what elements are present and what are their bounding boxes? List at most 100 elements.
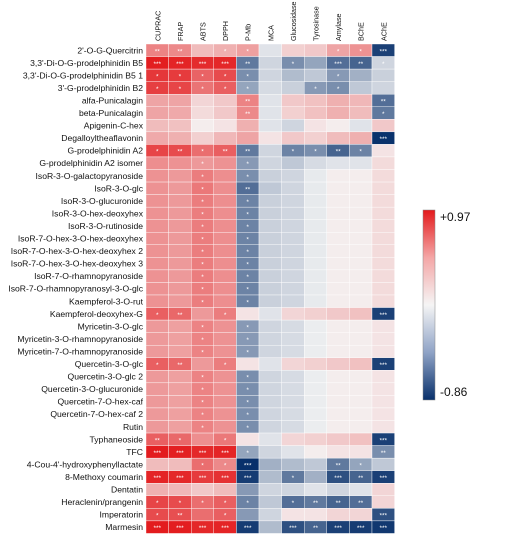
heatmap-cell	[349, 420, 373, 434]
heatmap-cell	[371, 395, 395, 409]
heatmap-cell	[326, 206, 350, 220]
row-label: IsoR-3-O-glc	[94, 183, 143, 193]
heatmap-cell	[349, 81, 373, 95]
significance-star: ***	[380, 475, 388, 482]
heatmap-cell	[326, 282, 350, 296]
row-label: Typhaneoside	[89, 434, 143, 444]
heatmap-cell	[304, 119, 328, 133]
significance-star: *	[246, 161, 249, 168]
heatmap-cell	[304, 93, 328, 107]
significance-star: ***	[380, 437, 388, 444]
heatmap-cell	[326, 407, 350, 421]
heatmap-cell	[371, 319, 395, 333]
significance-star: **	[177, 513, 183, 520]
heatmap-cell	[326, 508, 350, 522]
heatmap-cell	[349, 181, 373, 195]
heatmap-cell	[213, 282, 237, 296]
heatmap-cell	[349, 445, 373, 459]
significance-star: *	[246, 73, 249, 80]
row-label: Kaempferol-3-O-rut	[69, 296, 144, 306]
heatmap-cell	[349, 194, 373, 208]
significance-star: *	[246, 425, 249, 432]
significance-star: *	[201, 211, 204, 218]
heatmap-cell	[371, 282, 395, 296]
heatmap-cell	[371, 520, 395, 534]
significance-star: *	[246, 199, 249, 206]
heatmap-cell	[371, 194, 395, 208]
heatmap-cell	[326, 483, 350, 497]
heatmap-cell	[281, 181, 305, 195]
heatmap-cell	[304, 232, 328, 246]
heatmap-cell	[145, 119, 169, 133]
row-label: Rutin	[123, 422, 143, 432]
heatmap-cell	[145, 382, 169, 396]
significance-star: *	[201, 412, 204, 419]
heatmap-cell	[168, 382, 192, 396]
heatmap-cell	[371, 81, 395, 95]
heatmap-cell	[168, 395, 192, 409]
heatmap-cell	[371, 370, 395, 384]
heatmap-cell	[145, 395, 169, 409]
heatmap-cell	[281, 294, 305, 308]
heatmap-cell	[258, 445, 282, 459]
row-label: IsoR-7-O-rhamnopyranoside	[34, 271, 143, 281]
significance-star: **	[155, 437, 161, 444]
significance-star: *	[201, 224, 204, 231]
significance-star: *	[224, 312, 227, 319]
heatmap-cell	[326, 244, 350, 258]
heatmap-cell	[258, 319, 282, 333]
significance-star: **	[245, 111, 251, 118]
row-label: Imperatorin	[100, 510, 144, 520]
heatmap-cell	[304, 432, 328, 446]
heatmap-cell	[326, 257, 350, 271]
heatmap-cell	[258, 68, 282, 82]
heatmap-cell	[168, 332, 192, 346]
significance-star: *	[156, 362, 159, 369]
heatmap-cell	[281, 106, 305, 120]
significance-star: *	[179, 437, 182, 444]
heatmap-cell	[281, 445, 305, 459]
heatmap-cell	[281, 269, 305, 283]
significance-star: ***	[176, 450, 184, 457]
heatmap-cell	[304, 257, 328, 271]
heatmap-cell	[236, 432, 260, 446]
significance-star: *	[201, 375, 204, 382]
heatmap-cell	[258, 370, 282, 384]
heatmap-cell	[213, 119, 237, 133]
row-label: 2'-O-G-Quercitrin	[77, 45, 143, 55]
heatmap-cell	[304, 457, 328, 471]
heatmap-cell	[236, 357, 260, 371]
significance-star: *	[201, 400, 204, 407]
heatmap-cell	[258, 119, 282, 133]
row-label: Dentatin	[111, 485, 143, 495]
heatmap-cell	[213, 395, 237, 409]
significance-star: *	[201, 174, 204, 181]
significance-star: *	[201, 324, 204, 331]
heatmap-cell	[304, 357, 328, 371]
colorbar-gradient	[422, 209, 436, 401]
heatmap-cell	[371, 181, 395, 195]
significance-star: ***	[244, 462, 252, 469]
row-label: 3,3'-Di-O-G-prodelphinidin B5	[30, 58, 143, 68]
significance-star: *	[246, 86, 249, 93]
heatmap-cell	[236, 119, 260, 133]
significance-star: *	[314, 86, 317, 93]
heatmap-cell	[349, 219, 373, 233]
heatmap-cell	[304, 319, 328, 333]
significance-star: *	[246, 274, 249, 281]
row-label: IsoR-3-O-rutinoside	[68, 221, 143, 231]
row-label: IsoR-7-O-hex-3-O-hex-deoxyhex 2	[11, 246, 144, 256]
significance-star: ***	[199, 525, 207, 532]
heatmap-cell	[371, 144, 395, 158]
heatmap-cell	[145, 282, 169, 296]
significance-star: **	[336, 500, 342, 507]
significance-star: *	[246, 400, 249, 407]
heatmap-cell	[304, 156, 328, 170]
significance-star: **	[245, 98, 251, 105]
heatmap-cell	[281, 194, 305, 208]
significance-star: *	[224, 437, 227, 444]
heatmap-cell	[145, 106, 169, 120]
heatmap-cell	[326, 232, 350, 246]
heatmap-cell	[168, 282, 192, 296]
significance-star: *	[246, 387, 249, 394]
